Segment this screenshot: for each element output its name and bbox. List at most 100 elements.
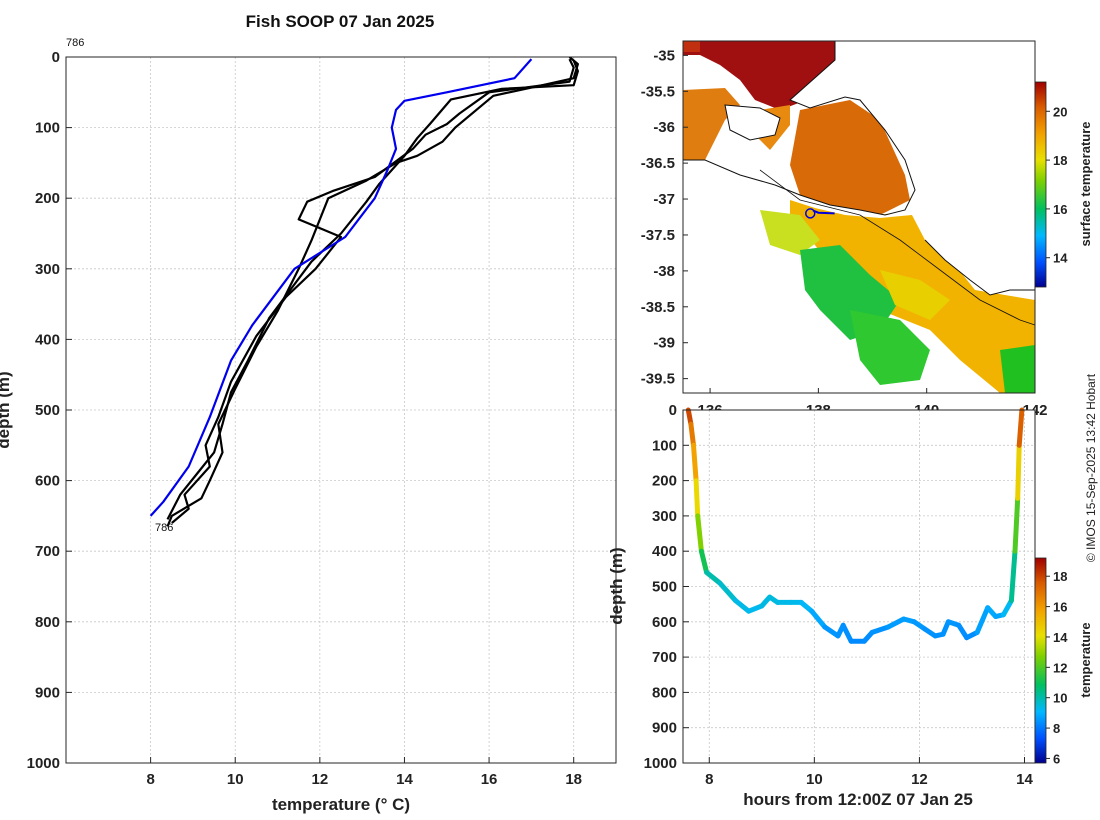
temperature-colorbar [1034, 557, 1047, 764]
track-segment [1015, 442, 1022, 501]
colorbar-tick-label: 16 [1053, 202, 1067, 217]
track-segment [691, 442, 699, 484]
colorbar-tick-label: 18 [1053, 153, 1067, 168]
y-tick-label: 300 [35, 261, 60, 278]
track-segment [695, 513, 704, 554]
track-segment [1008, 548, 1018, 604]
y-tick-label: 0 [669, 402, 677, 419]
x-axis-label: temperature (° C) [272, 795, 410, 814]
y-axis-label: depth (m) [0, 371, 13, 448]
x-tick-label: 14 [396, 771, 413, 788]
track-segment [822, 624, 841, 639]
x-tick-label: 12 [312, 771, 329, 788]
x-tick-label: 10 [806, 771, 823, 788]
y-tick-label: 1000 [644, 755, 677, 772]
y-tick-label: 700 [35, 543, 60, 560]
y-tick-label: 200 [652, 473, 677, 490]
coastline [924, 239, 1035, 296]
sst-colorbar-label: surface temperature [1078, 122, 1093, 247]
y-tick-label: 900 [35, 684, 60, 701]
y-tick-label: 600 [35, 473, 60, 490]
plot-area [66, 57, 616, 763]
y-tick-label: 0 [52, 49, 60, 66]
x-tick-label: 8 [146, 771, 154, 788]
sst-patch [760, 210, 820, 255]
colorbar-tick-label: 10 [1053, 691, 1067, 706]
temperature-track [685, 407, 1025, 644]
series-profile-cast-1 [166, 60, 579, 520]
colorbar-tick-label: 6 [1053, 751, 1060, 766]
credit-text: © IMOS 15-Sep-2025 13:42 Hobart [1084, 373, 1098, 562]
lat-tick-label: -39.5 [641, 371, 675, 388]
sst-patch-north [683, 41, 835, 110]
lat-tick-label: -35.5 [641, 83, 675, 100]
map-layers [683, 41, 1035, 393]
y-tick-label: 600 [652, 614, 677, 631]
y-tick-label: 400 [652, 543, 677, 560]
shelf-contour [759, 169, 1035, 326]
axis-ticks: 8 10 12 14 0 100 200 300 400 500 600 700 800 900 1000 [644, 402, 1034, 788]
x-tick-label: 8 [705, 771, 713, 788]
ship-position-marker [805, 208, 816, 219]
y-tick-label: 800 [35, 614, 60, 631]
track-segment [809, 608, 828, 630]
y-tick-label: 900 [652, 720, 677, 737]
track-segment [733, 598, 752, 614]
sst-colorbar [1034, 81, 1047, 288]
y-axis-label: depth (m) [607, 547, 626, 624]
sst-patch-cool [850, 310, 930, 385]
map-axis-ticks: -35 -35.5 -36 -36.5 -37 -37.5 -38 -38.5 -39 -39.5… [641, 47, 1048, 419]
sst-patch [880, 270, 950, 320]
lat-tick-label: -39 [653, 335, 675, 352]
lat-tick-label: -36 [653, 119, 675, 136]
colorbar-tick-label: 12 [1053, 660, 1067, 675]
coastline [683, 41, 916, 216]
colorbar-tick-label: 16 [1053, 600, 1067, 615]
sst-colorbar-ticks: 14 16 18 20 [1046, 104, 1068, 266]
sst-patch [683, 41, 700, 52]
y-tick-label: 100 [652, 437, 677, 454]
colorbar-tick-label: 18 [1053, 569, 1067, 584]
series-profile-cast-2 [171, 58, 575, 524]
series-group [149, 57, 579, 527]
track-segment [1001, 598, 1014, 618]
y-tick-label: 400 [35, 331, 60, 348]
track-segment [840, 622, 854, 644]
colorbar-tick-label: 20 [1053, 104, 1067, 119]
lat-tick-label: -35 [653, 47, 675, 64]
y-tick-label: 500 [35, 402, 60, 419]
colorbar-tick-label: 14 [1053, 630, 1068, 645]
x-tick-label: 10 [227, 771, 244, 788]
sst-patch-cool [1000, 345, 1035, 393]
profile-id-bottom: 786 [155, 522, 173, 534]
track-segment [693, 478, 701, 519]
y-tick-label: 1000 [27, 755, 60, 772]
sst-map-panel: -35 -35.5 -36 -36.5 -37 -37.5 -38 -38.5 -39 -39.5… [641, 40, 1093, 419]
track-segment [974, 605, 991, 635]
track-segment [704, 569, 723, 586]
lat-tick-label: -36.5 [641, 155, 675, 172]
temperature-profile-panel: 8 10 12 14 16 18 0 100 200 300 400 500 600 700 800 900 1… [0, 37, 617, 814]
track-segment [1016, 407, 1025, 448]
x-tick-label: 14 [1016, 771, 1033, 788]
lat-tick-label: -38.5 [641, 299, 675, 316]
land-island [724, 104, 781, 141]
y-tick-label: 200 [35, 190, 60, 207]
x-tick-label: 18 [565, 771, 582, 788]
colorbar-tick-label: 8 [1053, 721, 1060, 736]
track-segment [869, 624, 891, 635]
track-segment [698, 548, 710, 575]
y-tick-label: 300 [652, 508, 677, 525]
series-profile-cast-3 [166, 57, 579, 527]
lat-tick-label: -37.5 [641, 227, 675, 244]
track-segment [717, 580, 738, 604]
y-tick-label: 100 [35, 120, 60, 137]
land-mainland [683, 41, 1035, 295]
track-segment [688, 421, 696, 448]
profile-id-top: 786 [66, 37, 84, 49]
grid [66, 56, 616, 764]
temperature-colorbar-ticks: 6 8 10 12 14 16 18 [1046, 569, 1068, 766]
chart-title: Fish SOOP 07 Jan 2025 [246, 12, 435, 31]
x-axis-label: hours from 12:00Z 07 Jan 25 [743, 790, 973, 809]
